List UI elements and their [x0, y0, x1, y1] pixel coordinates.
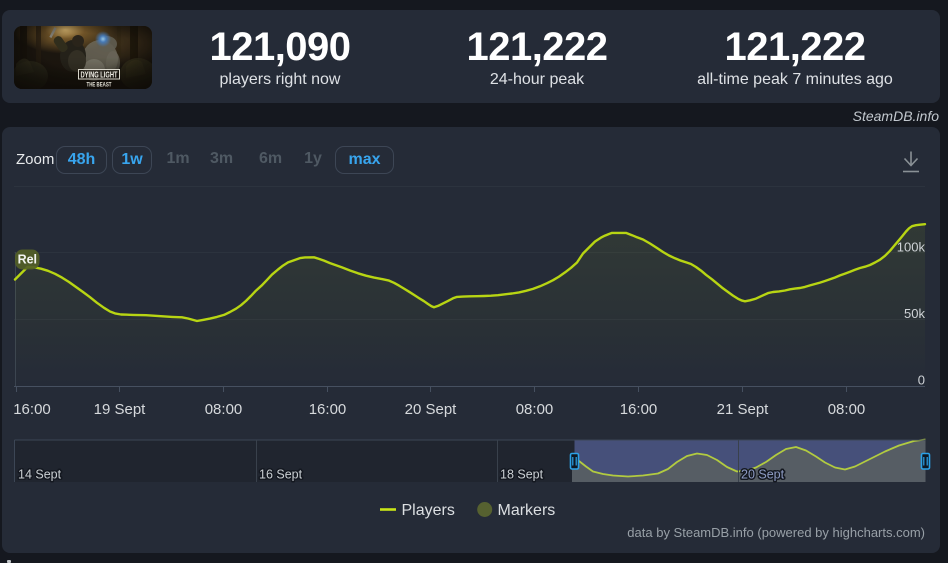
svg-text:100k: 100k [897, 240, 926, 255]
svg-text:19 Sept: 19 Sept [94, 401, 147, 418]
svg-text:08:00: 08:00 [205, 401, 243, 418]
svg-text:16:00: 16:00 [13, 401, 51, 418]
svg-text:Players: Players [402, 502, 455, 519]
svg-text:08:00: 08:00 [828, 401, 866, 418]
svg-text:20 Sept: 20 Sept [405, 401, 458, 418]
svg-text:08:00: 08:00 [516, 401, 554, 418]
svg-text:Rel: Rel [18, 253, 37, 267]
svg-text:16:00: 16:00 [620, 401, 658, 418]
svg-text:14 Sept: 14 Sept [18, 468, 62, 482]
svg-text:20 Sept: 20 Sept [741, 468, 785, 482]
svg-text:16 Sept: 16 Sept [259, 468, 303, 482]
svg-text:18 Sept: 18 Sept [500, 468, 544, 482]
svg-text:50k: 50k [904, 306, 925, 321]
svg-text:Markers: Markers [498, 502, 556, 519]
svg-text:0: 0 [918, 373, 925, 388]
svg-text:DYING LIGHT: DYING LIGHT [81, 70, 118, 79]
svg-text:16:00: 16:00 [309, 401, 347, 418]
svg-text:21 Sept: 21 Sept [717, 401, 770, 418]
svg-text:THE BEAST: THE BEAST [87, 82, 112, 89]
svg-text:data by SteamDB.info (powered: data by SteamDB.info (powered by highcha… [627, 525, 925, 540]
